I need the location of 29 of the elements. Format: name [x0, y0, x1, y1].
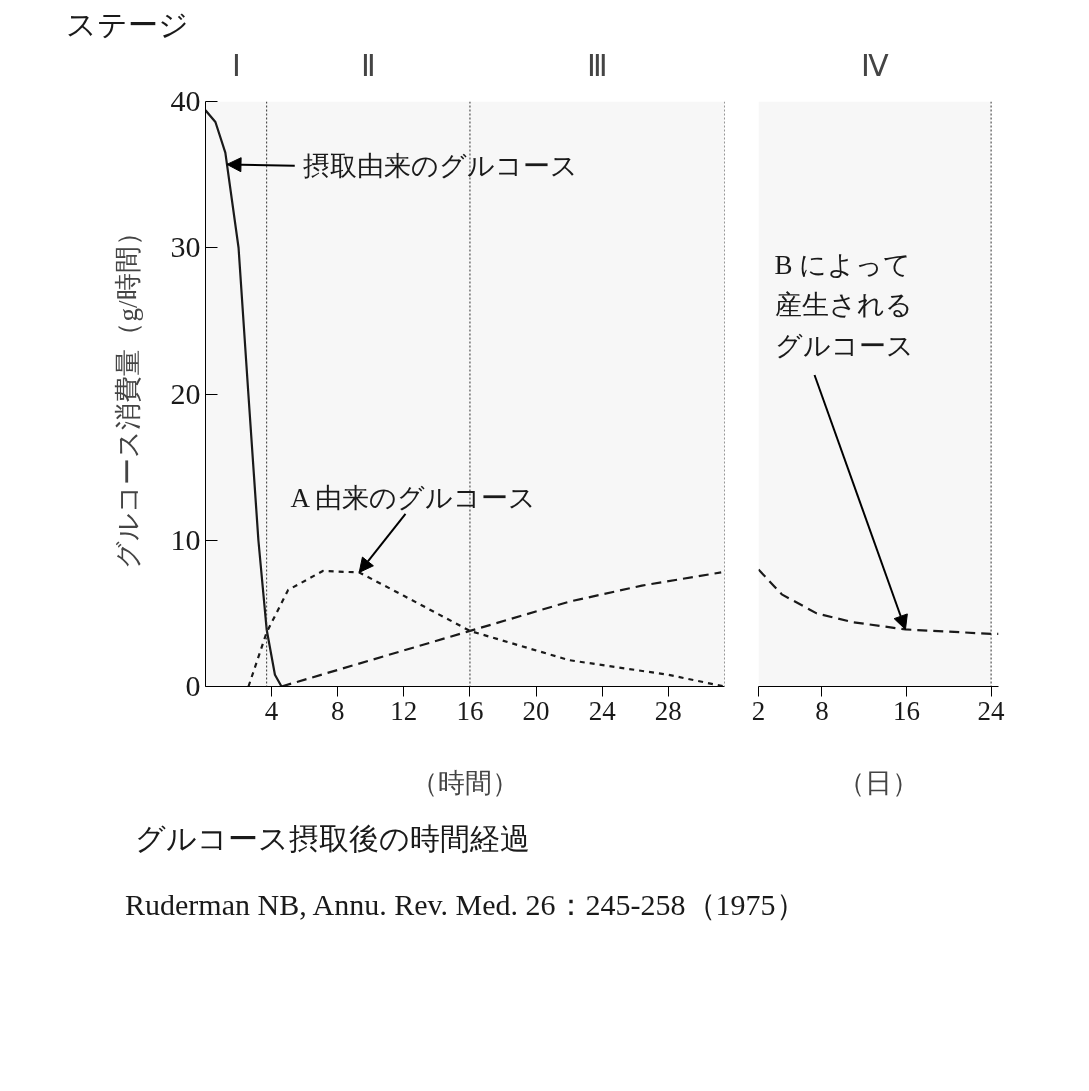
y-tick-label: 30	[170, 230, 201, 264]
band-label: Ⅱ	[360, 48, 376, 82]
x-tick-label: 24	[588, 695, 617, 726]
x-tick-label: 4	[264, 695, 279, 726]
y-axis-title: グルコース消費量（g/時間）	[112, 219, 143, 569]
y-tick-label: 0	[185, 669, 201, 702]
x-tick-label: 28	[654, 695, 682, 726]
text: グルコース摂取後の時間経過	[135, 821, 530, 857]
x-tick-label: 8	[330, 695, 345, 726]
y-tick-label: 10	[170, 522, 201, 556]
x-tick-label: 16	[456, 695, 484, 726]
x-tick-label: 2	[751, 695, 766, 726]
y-tick-label: 20	[170, 376, 201, 410]
band-label: Ⅰ	[231, 48, 241, 82]
x-tick-label: 8	[815, 695, 829, 726]
x-tick-label: 24	[977, 695, 1006, 726]
annotation: 摂取由来のグルコース	[302, 150, 578, 181]
annotation: B によって産生されるグルコース	[774, 249, 914, 361]
x-tick-label: 16	[893, 695, 921, 726]
band-label: Ⅲ	[586, 48, 608, 82]
x-tick-label: 12	[390, 695, 418, 726]
annotation: A 由来のグルコース	[290, 482, 537, 513]
x-tick-label: 20	[522, 695, 550, 726]
text: Ruderman NB, Annu. Rev. Med. 26：245-258（1975）	[125, 886, 806, 923]
chart-title: ステージ	[65, 7, 189, 41]
y-tick-label: 40	[170, 84, 201, 117]
x-axis-title: （時間）	[411, 767, 519, 798]
x-axis-title: （日）	[838, 767, 919, 798]
band-label: Ⅳ	[860, 48, 889, 82]
